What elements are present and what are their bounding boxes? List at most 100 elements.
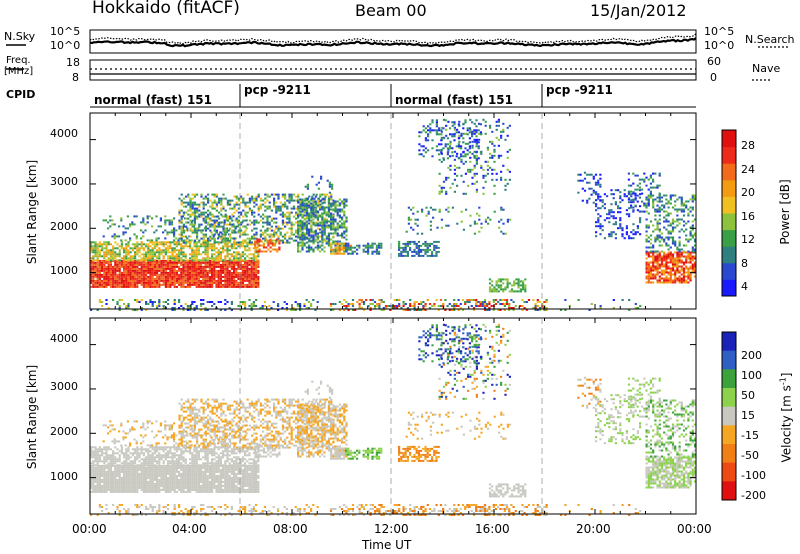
power-cell: [192, 225, 195, 228]
power-cell: [202, 235, 205, 238]
power-cell: [667, 253, 670, 256]
power-cell: [671, 255, 675, 258]
power-cell: [444, 119, 447, 122]
power-cell: [252, 247, 255, 250]
power-cell: [473, 140, 476, 143]
power-cell: [107, 261, 110, 264]
power-cell: [367, 250, 370, 253]
power-cell: [445, 134, 448, 137]
power-cell: [244, 229, 247, 232]
power-cell: [630, 199, 633, 202]
power-cell: [164, 275, 167, 278]
power-cell: [262, 213, 265, 216]
power-cell: [583, 189, 587, 192]
power-cell: [211, 219, 214, 222]
power-cell: [658, 267, 661, 270]
power-cell: [140, 221, 143, 224]
power-cell: [307, 301, 310, 303]
power-cell: [153, 301, 156, 303]
power-cell: [94, 247, 97, 250]
power-cell: [303, 234, 306, 237]
power-cell: [241, 285, 244, 288]
power-cell: [90, 265, 93, 268]
power-cell: [647, 269, 650, 272]
power-cell: [290, 195, 293, 198]
power-cell: [235, 217, 238, 220]
power-cell: [285, 309, 288, 311]
power-cell: [202, 277, 205, 280]
power-cell: [237, 257, 240, 260]
power-cell: [185, 221, 188, 224]
power-cell: [116, 275, 119, 278]
power-cell: [145, 245, 148, 248]
power-cell: [345, 228, 348, 231]
power-cell: [435, 240, 438, 243]
power-cell: [310, 216, 313, 219]
power-cell: [678, 261, 681, 264]
power-cell: [495, 284, 498, 287]
power-cell: [242, 231, 245, 234]
power-cell: [314, 240, 317, 243]
power-cell: [235, 241, 238, 244]
power-cell: [517, 284, 520, 287]
power-cell: [90, 279, 93, 282]
power-cell: [288, 201, 291, 204]
power-cell: [597, 197, 600, 200]
power-cell: [239, 285, 242, 288]
power-cell: [449, 168, 452, 171]
power-cell: [186, 283, 189, 286]
power-cell: [164, 249, 167, 252]
power-cell: [380, 244, 383, 247]
power-cell: [389, 305, 392, 307]
power-cell: [248, 275, 251, 278]
power-cell: [224, 299, 227, 301]
power-cell: [202, 203, 205, 206]
power-cell: [136, 247, 139, 250]
power-cell: [487, 216, 490, 219]
power-cell: [619, 191, 622, 194]
power-cell: [334, 200, 337, 203]
power-cell: [257, 277, 260, 280]
power-cell: [649, 182, 652, 185]
power-cell: [284, 235, 287, 238]
power-cell: [312, 206, 315, 209]
power-cell: [667, 244, 670, 247]
power-cell: [169, 241, 172, 244]
power-cell: [204, 251, 207, 254]
power-cell: [453, 139, 456, 142]
power-cell: [129, 251, 132, 254]
power-cell: [125, 285, 128, 288]
power-cell: [114, 263, 117, 266]
power-cell: [226, 223, 229, 226]
power-cell: [246, 273, 249, 276]
power-cell: [488, 282, 492, 285]
power-cell: [221, 233, 224, 236]
power-cell: [451, 151, 454, 154]
power-cell: [116, 243, 119, 246]
power-cell: [269, 240, 272, 243]
power-cell: [475, 180, 478, 183]
power-cell: [189, 271, 192, 274]
power-cell: [493, 154, 496, 157]
power-cell: [162, 249, 165, 252]
power-cell: [310, 236, 313, 239]
power-cell: [652, 244, 655, 247]
power-cell: [253, 197, 256, 200]
power-cell: [674, 261, 677, 264]
power-cell: [506, 218, 509, 221]
power-cell: [290, 197, 293, 200]
power-cell: [319, 231, 322, 234]
power-cell: [451, 206, 454, 209]
power-cell: [252, 303, 255, 305]
power-cell: [667, 265, 670, 268]
power-cell: [196, 209, 199, 212]
power-cell: [211, 261, 214, 264]
power-cell: [185, 217, 188, 220]
power-cell: [240, 201, 243, 204]
power-cell: [92, 283, 95, 286]
power-cell: [206, 277, 209, 280]
power-cell: [691, 224, 694, 227]
power-cell: [614, 203, 617, 206]
power-cell: [105, 241, 108, 244]
power-cell: [189, 309, 192, 311]
